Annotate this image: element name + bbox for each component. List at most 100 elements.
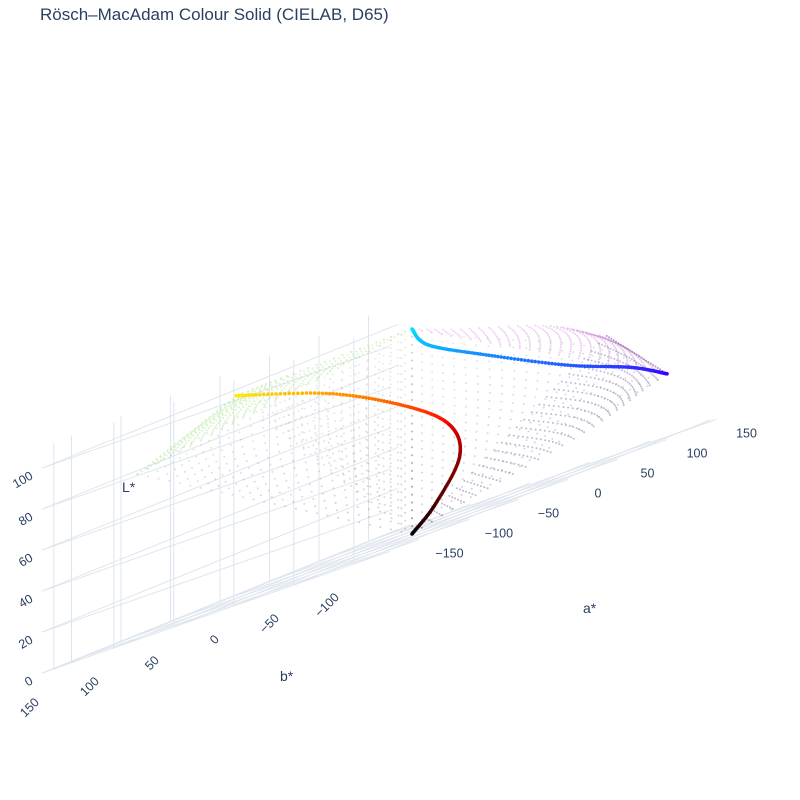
surface-point xyxy=(533,404,535,407)
surface-point xyxy=(585,380,588,383)
surface-point xyxy=(547,333,550,336)
surface-point xyxy=(258,388,261,391)
surface-point xyxy=(603,345,606,348)
surface-point xyxy=(521,456,524,459)
surface-point xyxy=(590,413,593,415)
surface-point xyxy=(659,368,661,371)
surface-point xyxy=(361,472,364,475)
surface-point xyxy=(451,492,453,495)
surface-point xyxy=(616,409,619,411)
surface-point xyxy=(566,328,569,331)
surface-point xyxy=(222,413,224,416)
surface-point xyxy=(326,422,329,425)
surface-point xyxy=(332,357,335,360)
surface-point xyxy=(549,347,552,350)
surface-point xyxy=(305,383,308,386)
edge-curve-point xyxy=(270,392,274,396)
surface-point xyxy=(389,457,392,460)
surface-point xyxy=(365,383,368,385)
surface-point xyxy=(293,380,295,383)
surface-point xyxy=(260,494,262,497)
surface-point xyxy=(521,411,524,414)
surface-point xyxy=(193,473,196,476)
surface-point xyxy=(231,421,234,424)
surface-point xyxy=(211,432,213,435)
surface-point xyxy=(513,462,516,465)
surface-point xyxy=(616,352,619,355)
surface-point xyxy=(584,331,587,334)
surface-point xyxy=(337,357,340,360)
surface-point xyxy=(451,496,454,499)
edge-curve-point xyxy=(361,395,365,400)
surface-point xyxy=(617,359,620,362)
surface-point xyxy=(583,419,586,422)
surface-point xyxy=(544,330,547,333)
surface-point xyxy=(570,340,572,343)
surface-point xyxy=(400,396,403,399)
surface-point xyxy=(367,350,370,353)
surface-point xyxy=(618,345,621,348)
surface-point xyxy=(349,367,352,369)
surface-point xyxy=(499,327,502,330)
surface-point xyxy=(604,368,607,371)
surface-point xyxy=(494,333,497,336)
surface-point xyxy=(411,430,413,433)
surface-point xyxy=(486,432,489,435)
surface-point xyxy=(300,440,303,443)
surface-point xyxy=(344,489,347,491)
surface-point xyxy=(624,379,627,382)
surface-point xyxy=(619,394,622,397)
surface-point xyxy=(595,369,598,372)
surface-point xyxy=(378,502,381,505)
surface-point xyxy=(375,341,378,344)
surface-point xyxy=(634,378,637,381)
edge-curve-point xyxy=(543,361,548,365)
surface-point xyxy=(354,475,357,478)
surface-point xyxy=(603,387,606,390)
surface-point xyxy=(246,407,249,410)
surface-point xyxy=(601,379,604,381)
surface-point xyxy=(576,374,579,377)
surface-point xyxy=(442,450,444,453)
surface-point xyxy=(316,366,319,369)
surface-point xyxy=(588,422,591,424)
surface-point xyxy=(168,451,170,454)
surface-point xyxy=(358,434,361,437)
surface-point xyxy=(367,344,370,347)
surface-point xyxy=(549,342,552,345)
surface-point xyxy=(428,330,431,332)
surface-point xyxy=(572,343,575,346)
surface-point xyxy=(443,503,446,506)
edge-curve-point xyxy=(493,354,497,358)
surface-point xyxy=(585,331,588,334)
surface-point xyxy=(614,346,617,349)
surface-point xyxy=(578,428,581,431)
surface-point xyxy=(576,391,579,393)
surface-point xyxy=(375,467,378,470)
surface-point xyxy=(366,359,369,361)
surface-point xyxy=(624,353,627,355)
surface-point xyxy=(566,327,569,330)
surface-point xyxy=(253,400,256,403)
surface-point xyxy=(577,428,580,431)
surface-point xyxy=(341,417,344,420)
surface-point xyxy=(610,356,613,359)
surface-point xyxy=(580,330,583,333)
surface-point xyxy=(568,415,571,418)
surface-point xyxy=(617,361,620,364)
surface-point xyxy=(552,431,555,434)
surface-point xyxy=(397,333,400,336)
floor-grid-line xyxy=(53,524,411,670)
surface-point xyxy=(528,346,531,349)
surface-point xyxy=(453,420,456,423)
surface-point xyxy=(259,468,262,471)
surface-point xyxy=(465,397,468,400)
surface-point xyxy=(334,427,337,430)
surface-point xyxy=(601,419,604,422)
surface-point xyxy=(228,436,231,439)
surface-point xyxy=(355,475,357,478)
surface-point xyxy=(489,457,492,460)
surface-point xyxy=(325,507,327,510)
surface-point xyxy=(340,401,343,404)
